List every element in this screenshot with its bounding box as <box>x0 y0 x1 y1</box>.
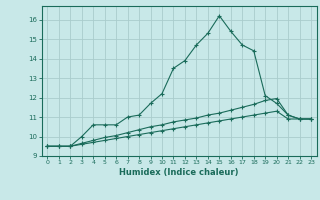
X-axis label: Humidex (Indice chaleur): Humidex (Indice chaleur) <box>119 168 239 177</box>
